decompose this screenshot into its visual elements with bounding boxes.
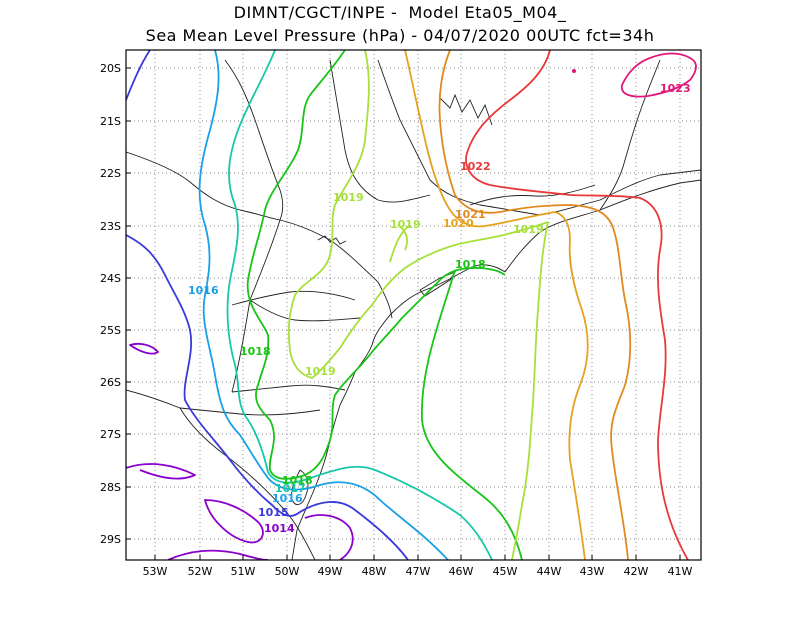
contour-label-1017: 1017	[275, 482, 306, 495]
coastline-and-borders	[126, 59, 701, 560]
minas-border	[329, 59, 431, 203]
espirito-santo-coast	[599, 59, 661, 211]
contour-labels: 1023 1022 1021 1020 1019 1019 1019 1019 …	[188, 82, 691, 535]
isobar-1015	[126, 50, 409, 560]
lat-label: 20S	[100, 62, 121, 75]
paraguay-border	[126, 151, 281, 393]
isobar-1014-b	[167, 549, 269, 560]
isobar-1014-d	[129, 342, 159, 355]
isobar-1023	[620, 52, 697, 98]
lat-label: 22S	[100, 167, 121, 180]
state-border-sc-rs	[179, 407, 321, 416]
contour-label-1019: 1019	[305, 365, 336, 378]
contour-label-1015: 1015	[258, 506, 289, 519]
contour-label-1018: 1018	[455, 258, 486, 271]
isobar-1014-a	[204, 499, 264, 544]
map-frame	[125, 49, 702, 561]
contour-label-1019: 1019	[333, 191, 364, 204]
isobar-1020	[404, 50, 589, 560]
lat-label: 25S	[100, 324, 121, 337]
contour-label-1016: 1016	[188, 284, 219, 297]
lon-label: 48W	[362, 565, 387, 578]
lon-label: 42W	[624, 565, 649, 578]
bay-coast-detail	[439, 93, 493, 126]
lat-label: 23S	[100, 220, 121, 233]
lat-label: 28S	[100, 481, 121, 494]
lat-label: 26S	[100, 376, 121, 389]
high-pressure-marker	[572, 69, 576, 73]
isobar-1019	[287, 50, 549, 560]
lat-label: 29S	[100, 533, 121, 546]
rs-inner-border	[231, 384, 346, 393]
rio-coastline	[504, 179, 701, 273]
lon-label: 43W	[580, 565, 605, 578]
lat-label: 21S	[100, 115, 121, 128]
lon-label: 53W	[143, 565, 168, 578]
tick-marks	[126, 67, 681, 560]
contour-label-1014: 1014	[264, 522, 295, 535]
contour-label-1019: 1019	[390, 218, 421, 231]
lon-label: 52W	[188, 565, 213, 578]
contour-label-1018: 1018	[282, 474, 313, 487]
state-border-rj-mg	[469, 184, 596, 206]
state-border-sp-pr	[279, 219, 393, 319]
latitude-labels: 20S 21S 22S 23S 24S 25S 26S 27S 28S 29S	[100, 62, 121, 546]
contour-label-1018: 1018	[240, 345, 271, 358]
contour-label-1022: 1022	[460, 160, 491, 173]
map-title-line-2: Sea Mean Level Pressure (hPa) - 04/07/20…	[145, 26, 655, 45]
grid-lines	[126, 50, 701, 560]
lon-label: 47W	[406, 565, 431, 578]
isobar-1014-e	[126, 463, 196, 480]
lat-label: 27S	[100, 428, 121, 441]
contour-label-1016: 1016	[272, 492, 303, 505]
mato-grosso-border	[224, 59, 284, 221]
sc-inner-border	[249, 299, 361, 322]
contour-label-1020: 1020	[443, 217, 474, 230]
brazil-coastline	[291, 264, 506, 560]
isobar-1018	[246, 50, 523, 560]
contour-label-1021: 1021	[455, 208, 486, 221]
map-title-line-1: DIMNT/CGCT/INPE - Model Eta05_M04_	[233, 3, 567, 22]
lon-label: 44W	[537, 565, 562, 578]
lagoa-dos-patos	[291, 469, 309, 506]
longitude-labels: 53W 52W 51W 50W 49W 48W 47W 46W 45W 44W …	[143, 565, 693, 578]
lon-label: 41W	[668, 565, 693, 578]
isobar-1016	[198, 50, 449, 560]
lat-label: 24S	[100, 272, 121, 285]
lon-label: 49W	[318, 565, 343, 578]
lon-label: 45W	[493, 565, 518, 578]
contour-label-1023: 1023	[660, 82, 691, 95]
lon-label: 46W	[449, 565, 474, 578]
lon-label: 51W	[231, 565, 256, 578]
contour-label-1019: 1019	[513, 223, 544, 236]
lon-label: 50W	[275, 565, 300, 578]
isobar-1014-c	[304, 514, 354, 560]
state-border-sp-mg	[377, 59, 701, 216]
isobar-1017	[226, 50, 493, 560]
isobar-1021	[438, 50, 632, 560]
isobar-1022	[465, 50, 689, 560]
